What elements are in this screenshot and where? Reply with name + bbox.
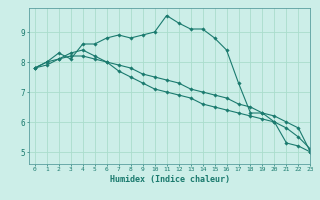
X-axis label: Humidex (Indice chaleur): Humidex (Indice chaleur) <box>109 175 229 184</box>
